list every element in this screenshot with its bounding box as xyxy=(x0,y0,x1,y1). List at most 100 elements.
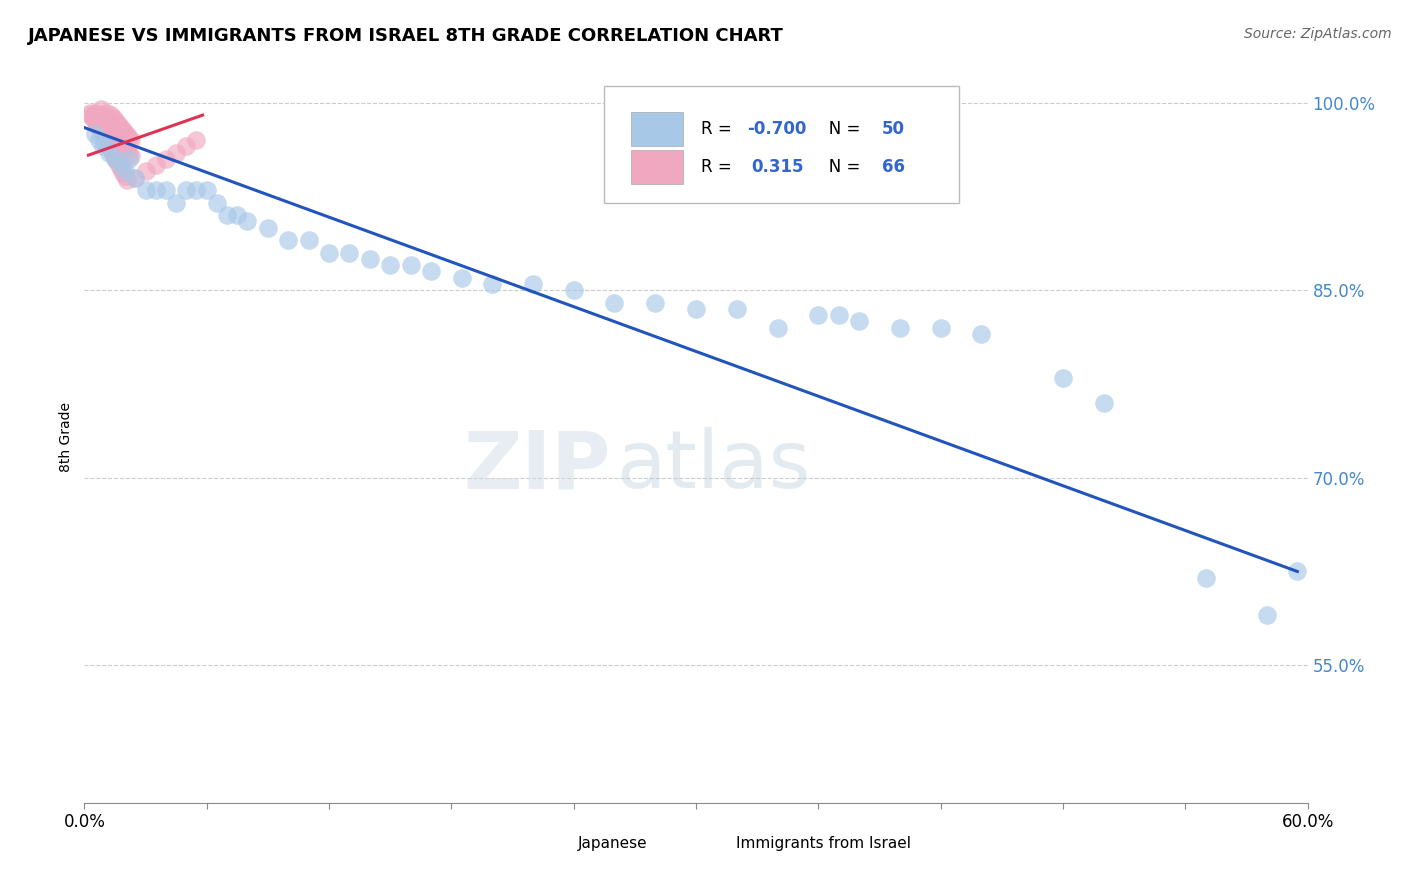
Point xyxy=(97,145,120,160)
Point xyxy=(236,214,259,228)
Point xyxy=(96,117,118,131)
Point xyxy=(725,301,748,316)
Point xyxy=(205,195,228,210)
Point xyxy=(217,208,239,222)
Text: Immigrants from Israel: Immigrants from Israel xyxy=(737,836,911,851)
Point xyxy=(91,139,114,153)
Point xyxy=(318,245,340,260)
Point xyxy=(848,314,870,328)
Point xyxy=(93,132,115,146)
Point xyxy=(1195,571,1218,585)
Point xyxy=(450,270,472,285)
Point xyxy=(104,151,127,165)
Point xyxy=(108,158,131,172)
Point xyxy=(101,127,124,141)
Point xyxy=(91,115,114,129)
Point xyxy=(1256,608,1278,623)
Point xyxy=(118,130,141,145)
Point xyxy=(145,158,167,172)
Point xyxy=(87,108,110,122)
Point xyxy=(93,111,115,125)
Point xyxy=(399,258,422,272)
Point xyxy=(100,124,122,138)
Point xyxy=(114,142,136,156)
FancyBboxPatch shape xyxy=(605,86,959,203)
Point xyxy=(115,128,138,142)
Point xyxy=(145,183,167,197)
Point xyxy=(118,147,141,161)
Point xyxy=(889,320,911,334)
Point xyxy=(104,113,127,128)
Point xyxy=(82,109,104,123)
Point xyxy=(277,233,299,247)
Point xyxy=(420,264,443,278)
Point xyxy=(110,158,132,172)
Bar xyxy=(696,836,727,856)
Text: Source: ZipAtlas.com: Source: ZipAtlas.com xyxy=(1244,27,1392,41)
Text: 50: 50 xyxy=(882,120,905,137)
Point xyxy=(108,118,131,132)
Point xyxy=(186,183,208,197)
Point xyxy=(90,124,112,138)
Point xyxy=(174,183,197,197)
Point xyxy=(87,133,110,147)
Text: R =: R = xyxy=(700,158,742,176)
Point xyxy=(257,220,280,235)
Point xyxy=(83,127,105,141)
Point xyxy=(970,326,993,341)
Point xyxy=(522,277,544,291)
Point xyxy=(124,170,146,185)
Point xyxy=(155,152,177,166)
Point xyxy=(644,295,666,310)
Point xyxy=(101,147,124,161)
Point xyxy=(105,115,128,129)
Point xyxy=(685,301,707,316)
Point xyxy=(1286,565,1309,579)
Point xyxy=(83,114,105,128)
Point xyxy=(100,108,122,122)
Point xyxy=(90,118,112,132)
Point xyxy=(82,111,104,125)
Point xyxy=(96,136,118,150)
Point xyxy=(79,108,101,122)
Text: N =: N = xyxy=(814,158,866,176)
Point xyxy=(104,129,127,144)
Point xyxy=(1092,395,1115,409)
Point xyxy=(97,139,120,153)
Point xyxy=(828,308,851,322)
Point xyxy=(359,252,381,266)
Text: ZIP: ZIP xyxy=(463,427,610,506)
Point xyxy=(79,105,101,120)
Bar xyxy=(537,836,568,856)
Point xyxy=(104,152,127,166)
Point xyxy=(101,111,124,125)
Text: N =: N = xyxy=(814,120,866,137)
Point xyxy=(807,308,830,322)
Point xyxy=(195,183,218,197)
Point xyxy=(118,152,141,166)
Point xyxy=(97,121,120,136)
Point xyxy=(603,295,626,310)
Point xyxy=(87,113,110,128)
Point xyxy=(97,113,120,128)
Point xyxy=(174,139,197,153)
Bar xyxy=(631,150,682,184)
Point xyxy=(105,132,128,146)
Point xyxy=(112,139,135,153)
Point xyxy=(108,134,131,148)
Point xyxy=(86,112,108,126)
Point xyxy=(86,117,108,131)
Point xyxy=(186,133,208,147)
Point xyxy=(298,233,321,247)
Point xyxy=(100,143,122,157)
Point xyxy=(1052,370,1074,384)
Point xyxy=(93,136,115,150)
Point xyxy=(91,128,114,142)
Text: 66: 66 xyxy=(882,158,905,176)
Point xyxy=(120,133,142,147)
Point xyxy=(115,173,138,187)
Point xyxy=(155,183,177,197)
Point xyxy=(96,105,118,120)
Point xyxy=(110,136,132,151)
Point xyxy=(114,164,136,178)
